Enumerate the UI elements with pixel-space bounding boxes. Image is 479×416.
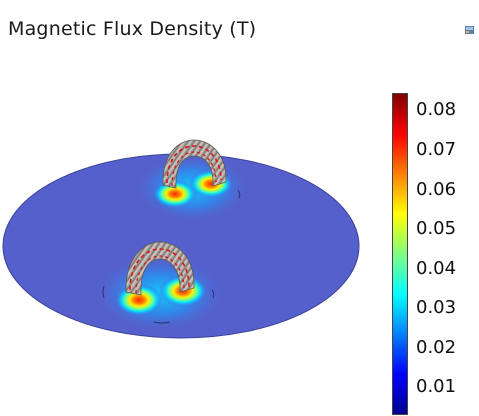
colorbar-tick-label: 0.08 [416,99,457,120]
colorbar-tick-label: 0.02 [416,337,457,358]
coil-lower [125,241,195,296]
coil-upper-field [134,154,250,222]
plot-title: Magnetic Flux Density (T) [8,18,257,40]
colorbar [392,93,408,415]
colorbar-tick-label: 0.03 [416,297,457,318]
ground-arc-markers [102,189,241,324]
colorbar-tick-label: 0.05 [416,218,457,239]
colorbar-tick-label: 0.04 [416,258,457,279]
coil-upper [162,139,227,189]
colorbar-tick-label: 0.07 [416,139,457,160]
colorbar-tick-label: 0.06 [416,179,457,200]
disk-domain [3,154,359,338]
view-toolbar-icon[interactable] [465,26,474,34]
coil-lower-field [94,256,226,332]
colorbar-tick-label: 0.01 [416,376,457,397]
